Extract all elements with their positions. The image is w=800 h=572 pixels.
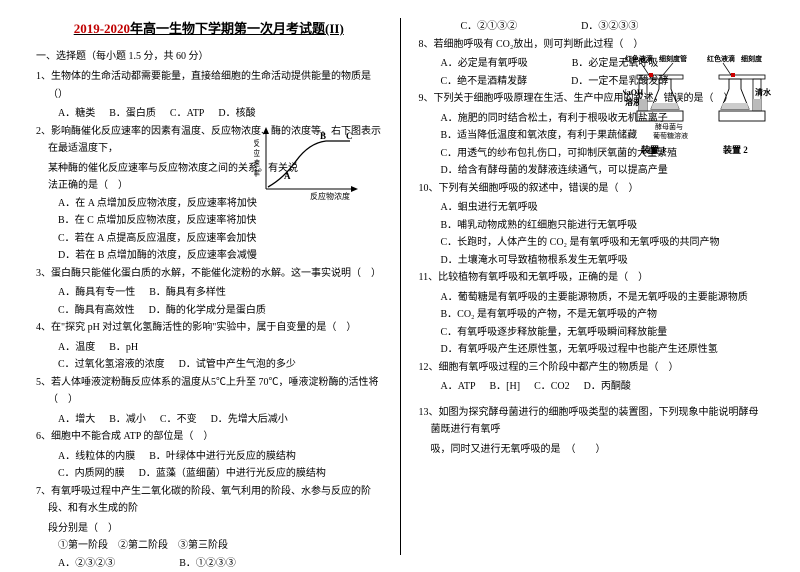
svg-text:葡萄糖溶液: 葡萄糖溶液 (653, 131, 688, 140)
q10-stem: 10、下列有关细胞呼吸的叙述中，错误的是（ ） (419, 180, 765, 198)
section-heading: 一、选择题（每小题 1.5 分，共 60 分） (36, 47, 382, 62)
q2-oD: D．若在 B 点增加酶的浓度，反应速率会减慢 (36, 247, 382, 265)
svg-text:应: 应 (254, 148, 261, 158)
q3-opts2: C．酶具有高效性D．酶的化学成分是蛋白质 (36, 302, 382, 320)
q11-stem: 11、比较植物有氧呼吸和无氧呼吸，正确的是（ ） (419, 269, 765, 287)
q12-stem: 12、细胞有氧呼吸过程的三个阶段中都产生的物质是（ ） (419, 359, 765, 377)
q13-stem-a: 13、如图为探究酵母菌进行的细胞呼吸类型的装置图，下列现象中能说明酵母菌既进行有… (419, 404, 765, 439)
q3-stem: 3、蛋白酶只能催化蛋白质的水解，不能催化淀粉的水解。这一事实说明（ ） (36, 265, 382, 283)
q2-oB: B．在 C 点增加反应物浓度，反应速率将加快 (36, 212, 382, 230)
q6-stem: 6、细胞中不能合成 ATP 的部位是（ ） (36, 428, 382, 446)
q10-oD: D．土壤淹水可导致植物根系发生无氧呼吸 (419, 252, 765, 270)
q2-oC: C．若在 A 点提高反应温度，反应速率会加快 (36, 230, 382, 248)
svg-text:反应物浓度: 反应物浓度 (310, 191, 350, 201)
q5-stem: 5、若人体唾液淀粉酶反应体系的温度从5℃上升至 70℃，唾液淀粉酶的活性将（ ） (36, 374, 382, 409)
svg-text:A: A (284, 171, 291, 181)
q6-opts2: C．内质网的膜D．蓝藻（蓝细菌）中进行光反应的膜结构 (36, 465, 382, 483)
q1-stem: 1、生物体的生命活动都需要能量，直接给细胞的生命活动提供能量的物质是（） (36, 68, 382, 103)
title-rest: 年高一生物下学期第一次月考试题(II) (130, 21, 344, 36)
svg-text:细刻度: 细刻度 (741, 54, 763, 63)
q7-stem-a: 7、有氧呼吸过程中产生二氧化碳的阶段、氧气利用的阶段、水参与反应的阶段、和有水生… (36, 483, 382, 518)
q7-sub: ①第一阶段 ②第二阶段 ③第三阶段 (36, 537, 382, 555)
svg-text:装置 2: 装置 2 (722, 144, 748, 155)
q7-opts: A．②③②③B．①②③③ (36, 555, 382, 572)
q10-oB: B．哺乳动物成熟的红细胞只能进行无氧呼吸 (419, 217, 765, 235)
q7r-opts: C．②①③②D．③②③③ (419, 18, 765, 36)
q3-opts1: A．酶具有专一性B．酶具有多样性 (36, 284, 382, 302)
svg-text:NaOH: NaOH (623, 88, 644, 97)
q12-opts: A．ATPB．[H]C．CO2D．丙酮酸 (419, 378, 765, 396)
q4-opts2: C．过氧化氢溶液的浓度D．试管中产生气泡的多少 (36, 356, 382, 374)
q1-opts: A．糖类B．蛋白质C．ATPD．核酸 (36, 105, 382, 123)
svg-text:反: 反 (254, 138, 261, 148)
title-year: 2019-2020 (74, 21, 130, 36)
q4-opts1: A．温度B．pH (36, 339, 382, 357)
svg-text:酵母菌与: 酵母菌与 (655, 122, 683, 131)
q10-oA: A．蛔虫进行无氧呼吸 (419, 199, 765, 217)
q11-oC: C．有氧呼吸逐步释放能量，无氧呼吸瞬间释放能量 (419, 324, 765, 342)
q10-oC: C．长跑时，人体产生的 CO₂ 是有氧呼吸和无氧呼吸的共同产物 (419, 234, 765, 252)
q11-oD: D．有氧呼吸产生还原性氢，无氧呼吸过程中也能产生还原性氢 (419, 341, 765, 359)
svg-text:溶液: 溶液 (625, 97, 641, 107)
svg-text:清水: 清水 (755, 87, 772, 97)
svg-text:B: B (320, 131, 326, 141)
svg-text:速: 速 (254, 159, 261, 168)
q8-stem: 8、若细胞呼吸有 CO₂放出，则可判断此过程（ ） (419, 36, 765, 54)
svg-text:C: C (346, 131, 353, 141)
q7-stem-b: 段分别是（ ） (36, 520, 382, 538)
q13-stem-b: 吸，同时又进行无氧呼吸的是 （ ） (419, 441, 765, 459)
q6-opts1: A．线粒体的内膜B．叶绿体中进行光反应的膜结构 (36, 448, 382, 466)
q2-chart: A B C 反 应 速 率 反应物浓度 (254, 123, 364, 201)
q11-oA: A．葡萄糖是有氧呼吸的主要能源物质，不是无氧呼吸的主要能源物质 (419, 289, 765, 307)
q5-opts: A．增大B．减小C．不变D．先增大后减小 (36, 411, 382, 429)
svg-text:装置 1: 装置 1 (640, 144, 666, 155)
apparatus-diagram: 红色液滴 细刻度管 NaOH 溶液 酵母菌与 葡萄糖溶液 装置 1 (623, 53, 778, 166)
svg-text:红色液滴: 红色液滴 (625, 54, 653, 63)
svg-text:红色液滴: 红色液滴 (707, 54, 735, 63)
svg-text:细刻度管: 细刻度管 (659, 54, 687, 63)
q4-stem: 4、在"探究 pH 对过氧化氢酶活性的影响"实验中，属于自变量的是（ ） (36, 319, 382, 337)
svg-text:率: 率 (254, 168, 261, 178)
q11-oB: B．CO₂ 是有氧呼吸的产物，不是无氧呼吸的产物 (419, 306, 765, 324)
